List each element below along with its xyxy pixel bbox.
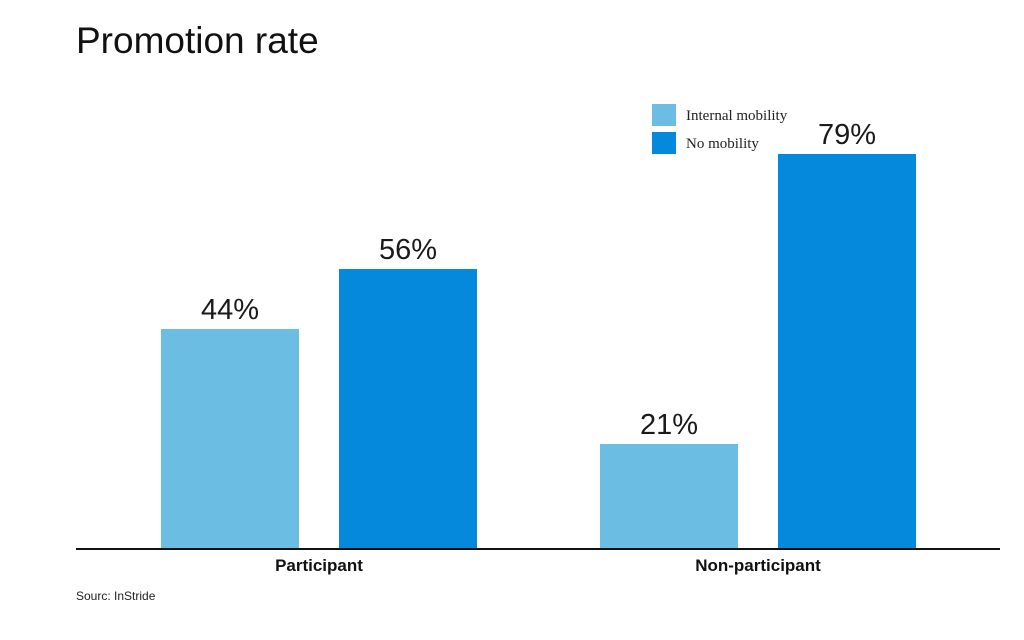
value-label: 44%	[201, 294, 259, 326]
legend-swatch	[652, 104, 676, 126]
value-label: 21%	[640, 409, 698, 441]
bar-non-participant-internal-mobility	[600, 444, 738, 549]
labels-layer: 44% 56% 21% 79%	[201, 119, 876, 441]
legend: Internal mobility No mobility	[652, 104, 788, 154]
legend-label: Internal mobility	[686, 108, 788, 124]
category-labels: Participant Non-participant	[275, 556, 821, 575]
bars-layer	[161, 154, 916, 549]
bar-non-participant-no-mobility	[778, 154, 916, 549]
value-label: 79%	[818, 119, 876, 151]
category-label: Participant	[275, 556, 363, 575]
source-note: Sourc: InStride	[76, 589, 156, 603]
legend-swatch	[652, 132, 676, 154]
value-label: 56%	[379, 234, 437, 266]
legend-label: No mobility	[686, 136, 759, 152]
chart-title: Promotion rate	[76, 20, 319, 61]
category-label: Non-participant	[695, 556, 821, 575]
bar-participant-internal-mobility	[161, 329, 299, 549]
bar-participant-no-mobility	[339, 269, 477, 549]
